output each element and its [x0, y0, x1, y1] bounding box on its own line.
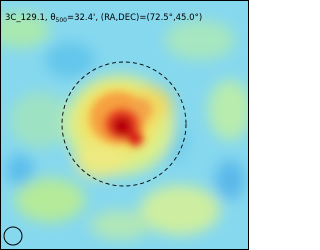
title-subscript: 500	[56, 17, 68, 24]
title-prefix: 3C_129.1, θ	[5, 13, 56, 23]
title-suffix: =32.4', (RA,DEC)=(72.5°,45.0°)	[67, 13, 202, 23]
page: 3C_129.1, θ500=32.4', (RA,DEC)=(72.5°,45…	[0, 0, 249, 250]
beam-circle	[3, 226, 23, 246]
sky-map: 3C_129.1, θ500=32.4', (RA,DEC)=(72.5°,45…	[0, 0, 249, 250]
map-title: 3C_129.1, θ500=32.4', (RA,DEC)=(72.5°,45…	[5, 13, 202, 24]
heatmap	[0, 0, 249, 250]
r500-circle	[61, 61, 187, 187]
